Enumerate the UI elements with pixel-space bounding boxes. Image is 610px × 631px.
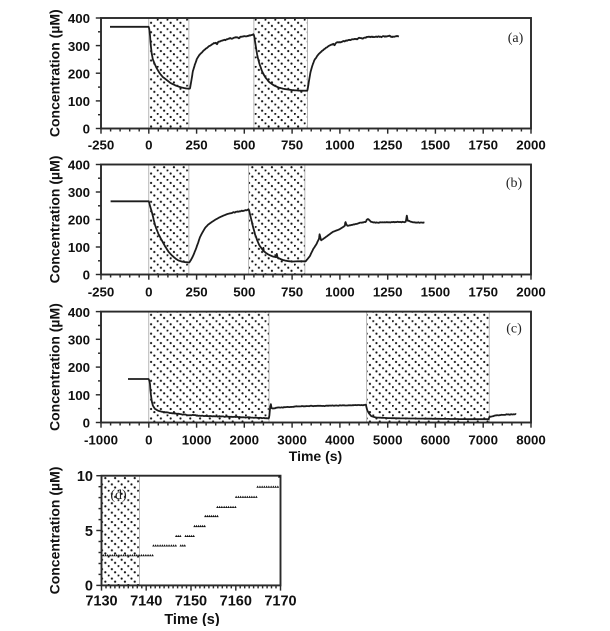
svg-text:7130: 7130 <box>85 594 117 610</box>
svg-text:400: 400 <box>68 158 90 173</box>
svg-text:750: 750 <box>281 138 303 153</box>
svg-text:7000: 7000 <box>468 433 498 448</box>
svg-text:2000: 2000 <box>230 433 260 448</box>
svg-text:0: 0 <box>85 579 93 595</box>
svg-text:7170: 7170 <box>264 594 296 610</box>
svg-text:Concentration (µM): Concentration (µM) <box>47 156 63 284</box>
svg-text:(c): (c) <box>506 321 522 336</box>
svg-text:300: 300 <box>68 333 90 348</box>
svg-text:0: 0 <box>145 285 152 300</box>
svg-text:(b): (b) <box>506 176 523 191</box>
svg-text:4000: 4000 <box>325 433 355 448</box>
svg-text:8000: 8000 <box>516 433 546 448</box>
svg-text:Concentration (µM): Concentration (µM) <box>47 303 63 431</box>
svg-text:0: 0 <box>83 122 90 137</box>
svg-text:250: 250 <box>186 285 208 300</box>
svg-text:0: 0 <box>83 268 90 283</box>
svg-text:100: 100 <box>68 94 90 109</box>
svg-text:1000: 1000 <box>325 285 355 300</box>
svg-text:1500: 1500 <box>421 285 451 300</box>
svg-text:1500: 1500 <box>421 138 451 153</box>
svg-text:1000: 1000 <box>325 138 355 153</box>
svg-text:100: 100 <box>68 388 90 403</box>
svg-text:(d): (d) <box>110 488 127 503</box>
svg-text:7160: 7160 <box>220 594 252 610</box>
svg-text:500: 500 <box>233 285 255 300</box>
svg-text:Concentration (µM): Concentration (µM) <box>47 9 63 137</box>
svg-text:-250: -250 <box>88 285 115 300</box>
svg-text:400: 400 <box>68 11 90 26</box>
svg-text:200: 200 <box>68 67 90 82</box>
svg-text:Concentration (µM): Concentration (µM) <box>47 467 63 595</box>
svg-text:1750: 1750 <box>468 285 498 300</box>
svg-text:2000: 2000 <box>516 138 546 153</box>
svg-text:6000: 6000 <box>421 433 451 448</box>
svg-text:Time (s): Time (s) <box>164 612 220 626</box>
svg-text:-1000: -1000 <box>84 433 118 448</box>
svg-text:7140: 7140 <box>130 594 162 610</box>
svg-text:1250: 1250 <box>373 138 403 153</box>
svg-text:0: 0 <box>83 416 90 431</box>
svg-text:300: 300 <box>68 185 90 200</box>
svg-text:-250: -250 <box>88 138 115 153</box>
svg-text:200: 200 <box>68 360 90 375</box>
svg-text:100: 100 <box>68 240 90 255</box>
svg-text:7150: 7150 <box>175 594 207 610</box>
svg-text:1250: 1250 <box>373 285 403 300</box>
svg-text:300: 300 <box>68 39 90 54</box>
svg-text:1750: 1750 <box>468 138 498 153</box>
svg-text:750: 750 <box>281 285 303 300</box>
svg-text:3000: 3000 <box>277 433 307 448</box>
svg-text:500: 500 <box>233 138 255 153</box>
svg-text:250: 250 <box>186 138 208 153</box>
svg-text:0: 0 <box>145 433 152 448</box>
svg-text:5: 5 <box>85 524 93 540</box>
svg-text:0: 0 <box>145 138 152 153</box>
svg-text:5000: 5000 <box>373 433 403 448</box>
svg-text:(a): (a) <box>508 31 524 46</box>
svg-text:400: 400 <box>68 305 90 320</box>
svg-text:10: 10 <box>77 469 93 485</box>
svg-text:200: 200 <box>68 213 90 228</box>
svg-text:1000: 1000 <box>182 433 212 448</box>
svg-text:Time (s): Time (s) <box>289 448 342 464</box>
svg-text:2000: 2000 <box>516 285 546 300</box>
